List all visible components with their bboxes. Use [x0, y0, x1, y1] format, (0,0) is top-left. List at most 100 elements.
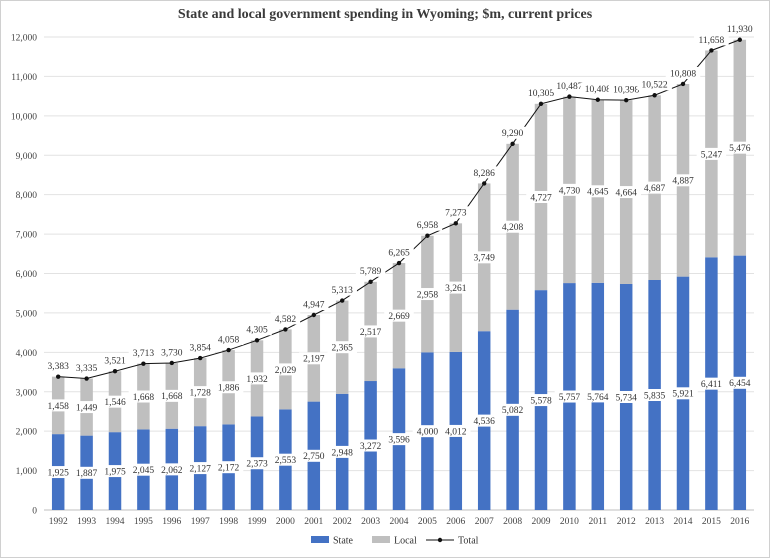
point-total: [652, 93, 657, 98]
point-total: [84, 376, 89, 381]
x-tick-label: 2008: [503, 517, 522, 527]
data-label-state: 4,012: [445, 427, 467, 437]
point-total: [595, 97, 600, 102]
data-label-state: 5,734: [616, 393, 638, 403]
data-label-state: 3,596: [388, 436, 410, 446]
data-label-local-bg: [526, 190, 556, 203]
data-label-local: 3,261: [445, 284, 467, 294]
data-label-state: 1,887: [76, 469, 98, 479]
point-total: [453, 221, 458, 226]
y-tick-label: 11,000: [11, 73, 37, 83]
point-total: [368, 279, 373, 285]
data-label-state-bg: [185, 462, 215, 475]
data-label-state: 5,578: [530, 396, 552, 406]
data-label-local-bg: [639, 181, 670, 194]
data-label-total: 9,290: [502, 129, 524, 139]
data-label-total: 4,305: [246, 326, 268, 336]
x-tick-label: 2006: [446, 517, 465, 527]
data-label-state: 2,553: [275, 456, 297, 466]
data-label-total: 5,313: [332, 286, 354, 296]
x-tick-label: 2011: [588, 517, 607, 527]
data-label-local-bg: [43, 399, 73, 412]
data-label-local: 1,546: [104, 398, 126, 408]
y-tick-label: 7,000: [16, 231, 38, 241]
data-label-state: 1,925: [48, 468, 70, 478]
x-tick-label: 2013: [645, 517, 664, 527]
y-tick-label: 8,000: [16, 191, 38, 201]
data-label-total-bg: [100, 354, 130, 367]
data-label-total-bg: [157, 345, 187, 358]
data-label-state-bg: [441, 424, 471, 437]
data-label-local-bg: [157, 389, 187, 402]
data-label-local-bg: [696, 147, 727, 160]
data-label-total: 3,521: [104, 357, 126, 367]
data-label-state-bg: [412, 425, 443, 438]
data-label-state-bg: [270, 453, 301, 466]
point-total: [141, 361, 146, 366]
point-total: [254, 338, 260, 343]
data-label-local: 1,932: [246, 375, 268, 385]
data-label-total-bg: [665, 66, 701, 79]
y-tick-label: 4,000: [16, 349, 38, 359]
data-label-state: 2,127: [190, 464, 212, 474]
x-tick-label: 2003: [361, 517, 380, 527]
data-label-total: 10,398: [613, 86, 639, 96]
data-label-state: 5,921: [672, 390, 694, 400]
data-label-local: 5,247: [701, 150, 723, 160]
data-label-state: 1,975: [104, 467, 126, 477]
data-label-state: 6,411: [701, 380, 722, 390]
point-total: [198, 355, 203, 361]
data-label-total: 8,286: [474, 169, 496, 179]
data-label-state: 5,764: [587, 393, 609, 403]
point-total: [680, 81, 686, 87]
point-total: [112, 369, 118, 374]
data-label-local: 4,208: [502, 223, 524, 233]
data-label-local: 4,727: [530, 193, 552, 203]
data-label-total-bg: [185, 341, 215, 354]
data-label-state: 4,000: [417, 428, 439, 438]
data-label-state-bg: [668, 387, 698, 400]
x-tick-label: 2014: [674, 517, 693, 527]
data-label-state-bg: [355, 439, 386, 452]
data-label-local-bg: [412, 288, 443, 301]
data-label-state: 5,835: [644, 391, 666, 401]
data-label-local-bg: [725, 141, 755, 154]
data-label-local: 4,645: [587, 188, 609, 198]
data-label-local: 1,668: [161, 392, 183, 402]
data-label-total-bg: [608, 83, 644, 96]
data-label-state-bg: [327, 445, 357, 458]
x-tick-label: 2002: [333, 517, 352, 527]
x-tick-label: 1994: [106, 517, 125, 527]
data-label-state-bg: [71, 466, 102, 479]
data-label-total-bg: [71, 361, 102, 374]
data-label-total-bg: [694, 33, 729, 46]
data-label-total-bg: [355, 264, 386, 277]
data-label-state-bg: [242, 457, 272, 470]
data-label-total-bg: [497, 126, 528, 139]
data-label-state: 5,082: [502, 406, 524, 416]
data-label-total: 10,408: [585, 85, 611, 95]
data-label-state-bg: [43, 466, 73, 479]
data-label-total: 4,058: [218, 335, 240, 345]
data-label-total: 7,273: [445, 209, 467, 219]
data-label-state: 5,757: [559, 393, 581, 403]
data-label-total-bg: [469, 166, 499, 179]
x-tick-label: 2005: [418, 517, 437, 527]
data-label-total: 3,854: [190, 343, 212, 353]
data-label-local: 1,668: [133, 393, 155, 403]
data-label-local: 5,476: [729, 144, 751, 154]
data-label-local: 4,730: [559, 186, 581, 196]
data-label-state-bg: [299, 449, 329, 462]
x-tick-label: 2004: [390, 517, 409, 527]
data-label-total: 4,582: [275, 315, 297, 325]
data-label-total: 4,947: [303, 300, 325, 310]
data-label-local: 1,449: [76, 403, 98, 413]
data-label-total-bg: [213, 333, 244, 346]
data-label-total: 11,658: [699, 36, 725, 46]
data-label-state-bg: [469, 414, 499, 427]
data-label-local-bg: [554, 183, 585, 196]
data-label-state-bg: [497, 403, 528, 416]
data-label-state: 2,172: [218, 464, 240, 474]
point-total: [737, 37, 742, 42]
